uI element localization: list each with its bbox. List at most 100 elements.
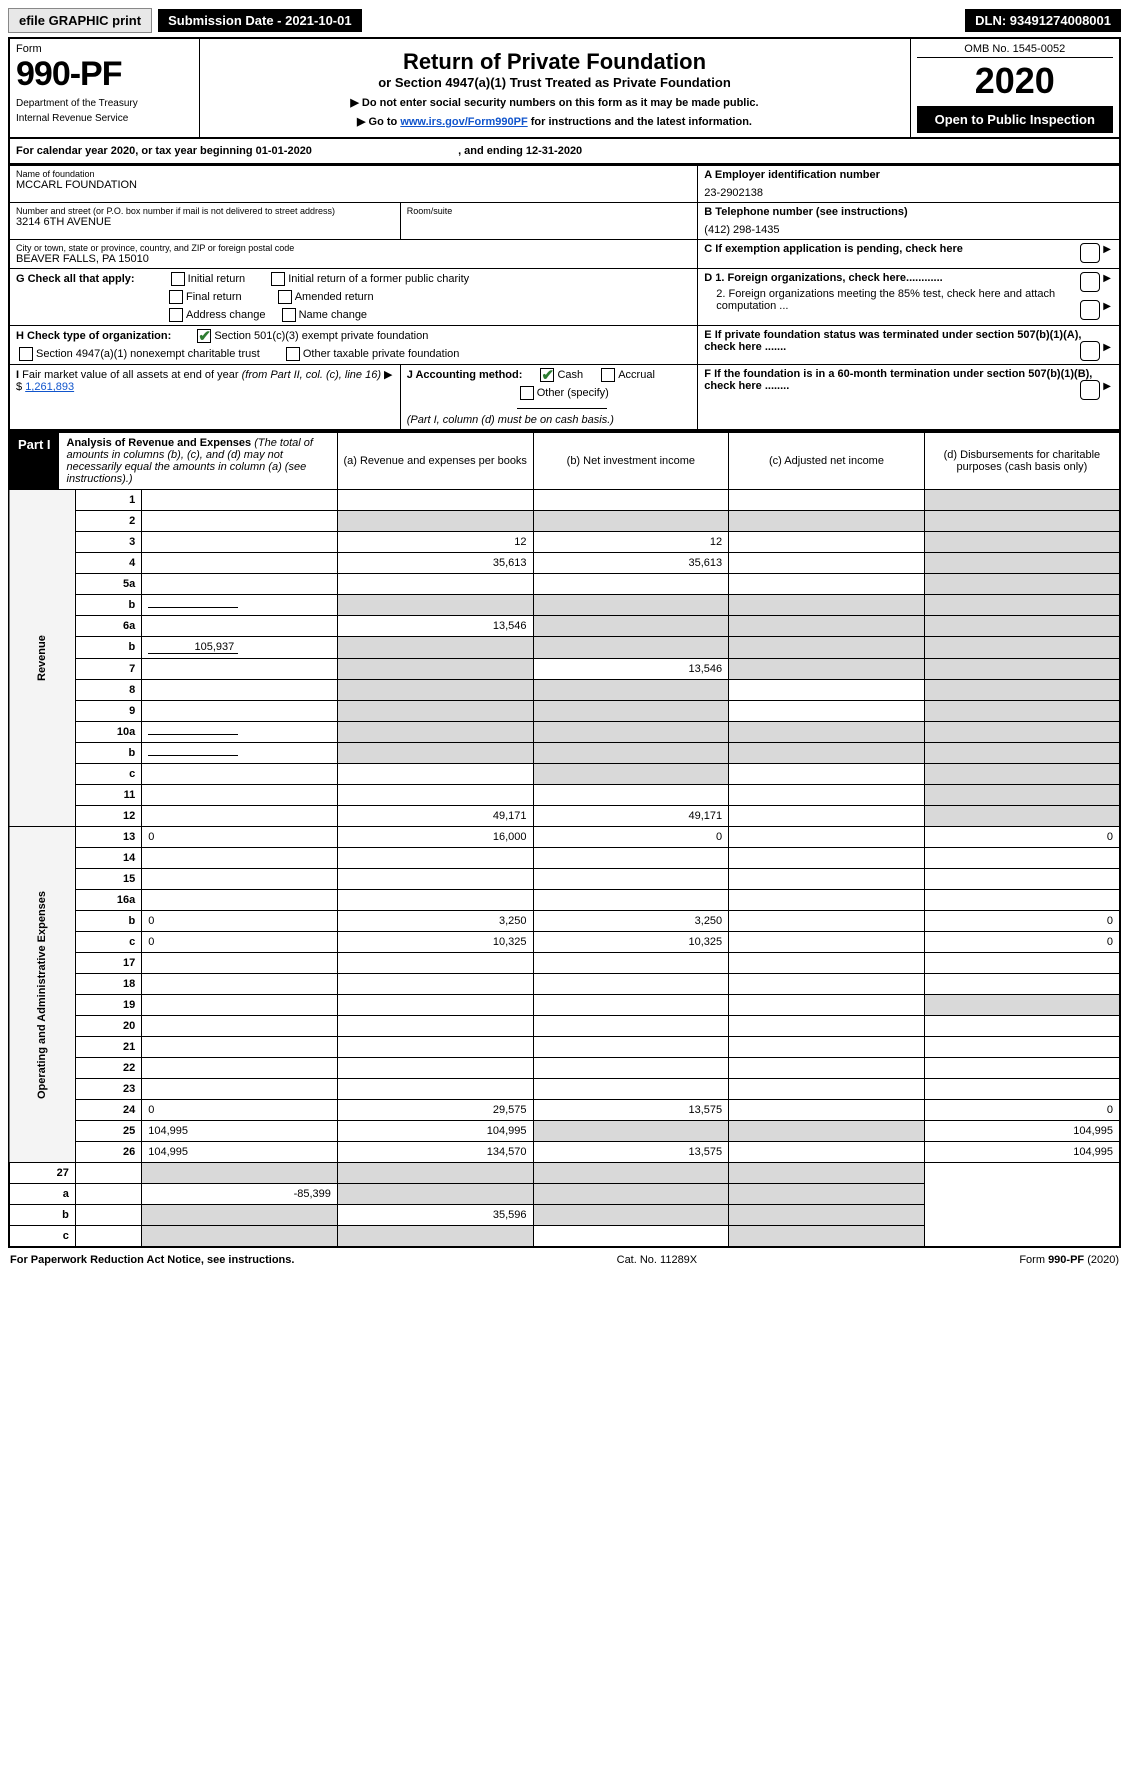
amount-col-a: 12	[337, 532, 533, 553]
amount-col-c	[729, 806, 925, 827]
cat-no: Cat. No. 11289X	[617, 1254, 698, 1266]
topbar: efile GRAPHIC print Submission Date - 20…	[8, 8, 1121, 33]
amount-col-a	[337, 659, 533, 680]
amount-col-d	[924, 553, 1120, 574]
table-row: 14	[9, 848, 1120, 869]
line-number: 15	[75, 869, 141, 890]
other-method-field[interactable]	[517, 408, 607, 409]
checkbox-f-60month[interactable]	[1080, 380, 1100, 400]
amount-col-a: 13,546	[337, 616, 533, 637]
table-row: 22	[9, 1058, 1120, 1079]
amount-col-a: 134,570	[337, 1142, 533, 1163]
checkbox-accrual[interactable]	[601, 368, 615, 382]
line-description: 0	[142, 827, 338, 848]
amount-col-d	[924, 1058, 1120, 1079]
amount-col-b: 3,250	[533, 911, 729, 932]
table-row: 2	[9, 511, 1120, 532]
amount-col-b	[533, 953, 729, 974]
h-501c3: Section 501(c)(3) exempt private foundat…	[214, 330, 428, 342]
line-description	[142, 1058, 338, 1079]
line-description	[142, 553, 338, 574]
efile-print-button[interactable]: efile GRAPHIC print	[8, 8, 152, 33]
g-opt-2: Final return	[186, 291, 242, 303]
checkbox-amended-return[interactable]	[278, 290, 292, 304]
amount-col-c	[729, 869, 925, 890]
amount-col-c	[729, 1100, 925, 1121]
amount-col-b	[533, 637, 729, 659]
amount-col-b	[533, 574, 729, 595]
form-990pf-page: efile GRAPHIC print Submission Date - 20…	[0, 0, 1129, 1280]
amount-col-b	[533, 722, 729, 743]
amount-col-b	[337, 1184, 533, 1205]
amount-col-b	[533, 701, 729, 722]
checkbox-final-return[interactable]	[169, 290, 183, 304]
line-number: 3	[75, 532, 141, 553]
checkbox-initial-return-former[interactable]	[271, 272, 285, 286]
amount-col-c	[729, 595, 925, 616]
checkbox-name-change[interactable]	[282, 308, 296, 322]
instruction-goto: ▶ Go to www.irs.gov/Form990PF for instru…	[206, 115, 904, 128]
amount-col-a	[337, 1058, 533, 1079]
amount-col-d	[729, 1205, 925, 1226]
amount-col-a: 10,325	[337, 932, 533, 953]
subtitle: or Section 4947(a)(1) Trust Treated as P…	[206, 75, 904, 90]
g-opt-4: Address change	[186, 309, 266, 321]
amount-col-c	[729, 1058, 925, 1079]
amount-col-a	[337, 1016, 533, 1037]
checkbox-c-pending[interactable]	[1080, 243, 1100, 263]
ein-label: A Employer identification number	[704, 169, 1113, 181]
amount-col-b: 13,575	[533, 1100, 729, 1121]
checkbox-501c3[interactable]	[197, 329, 211, 343]
checkbox-other-method[interactable]	[520, 386, 534, 400]
amount-col-c	[729, 616, 925, 637]
checkbox-4947a1[interactable]	[19, 347, 33, 361]
col-b-header: (b) Net investment income	[533, 432, 729, 490]
amount-col-d	[729, 1163, 925, 1184]
amount-col-c	[729, 680, 925, 701]
j-cash: Cash	[557, 369, 583, 381]
checkbox-d2-85pct[interactable]	[1080, 300, 1100, 320]
checkbox-initial-return[interactable]	[171, 272, 185, 286]
paperwork-notice: For Paperwork Reduction Act Notice, see …	[10, 1254, 294, 1266]
amount-col-a	[337, 490, 533, 511]
table-row: 24029,57513,5750	[9, 1100, 1120, 1121]
line-description	[142, 616, 338, 637]
table-row: c	[9, 1226, 1120, 1248]
arrow-icon	[1103, 243, 1113, 255]
form990pf-link[interactable]: www.irs.gov/Form990PF	[400, 116, 527, 128]
checkbox-address-change[interactable]	[169, 308, 183, 322]
omb-number: OMB No. 1545-0052	[917, 43, 1114, 58]
col-d-header: (d) Disbursements for charitable purpose…	[924, 432, 1120, 490]
checkbox-d1-foreign[interactable]	[1080, 272, 1100, 292]
line-number: 12	[75, 806, 141, 827]
line-number: b	[75, 743, 141, 764]
amount-col-d	[924, 659, 1120, 680]
amount-col-b	[533, 595, 729, 616]
h-label: H Check type of organization:	[16, 330, 171, 342]
amount-col-a: -85,399	[142, 1184, 338, 1205]
table-row: 25104,995104,995104,995	[9, 1121, 1120, 1142]
amount-col-b: 0	[533, 827, 729, 848]
cal-year-end: 12-31-2020	[526, 145, 582, 157]
amount-col-a	[337, 743, 533, 764]
amount-col-d	[924, 869, 1120, 890]
checkbox-e-terminated[interactable]	[1080, 341, 1100, 361]
amount-col-c	[729, 848, 925, 869]
form-ref: Form 990-PF (2020)	[1019, 1254, 1119, 1266]
checkbox-other-taxable[interactable]	[286, 347, 300, 361]
line-number: c	[9, 1226, 75, 1248]
amount-col-a	[142, 1226, 338, 1248]
col-c-header: (c) Adjusted net income	[729, 432, 925, 490]
line-number: b	[9, 1205, 75, 1226]
checkbox-cash[interactable]	[540, 368, 554, 382]
line-description	[142, 785, 338, 806]
amount-col-d	[924, 595, 1120, 616]
line-number: c	[75, 764, 141, 785]
amount-col-a	[337, 574, 533, 595]
amount-col-c	[729, 995, 925, 1016]
amount-col-b	[533, 743, 729, 764]
d1-label: D 1. Foreign organizations, check here..…	[704, 272, 942, 284]
calendar-year-row: For calendar year 2020, or tax year begi…	[8, 139, 1121, 165]
amount-col-c	[729, 511, 925, 532]
table-row: 31212	[9, 532, 1120, 553]
